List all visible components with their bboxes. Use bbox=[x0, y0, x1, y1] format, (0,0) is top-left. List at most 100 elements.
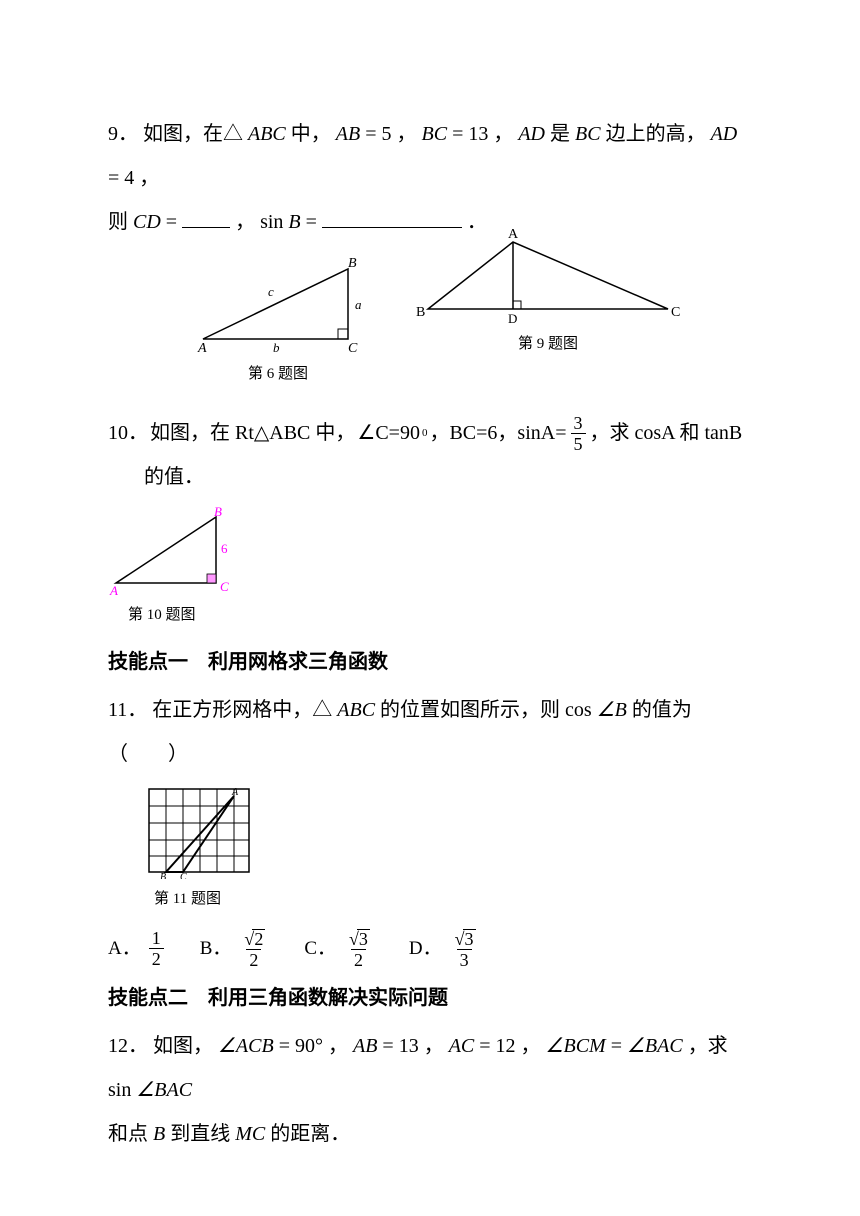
opt-a-label: A． bbox=[108, 928, 141, 970]
frac-d: 33 bbox=[450, 929, 479, 969]
svg-text:A: A bbox=[197, 341, 207, 354]
q10-angle: ∠C=90 bbox=[357, 411, 420, 455]
q9-line1: 9． 如图，在△ ABC 中， AB = 5 ， BC = 13 ， AD 是 … bbox=[108, 112, 752, 200]
v5: 5 bbox=[382, 123, 392, 145]
eq: = bbox=[360, 123, 381, 145]
opt-b-label: B． bbox=[200, 928, 232, 970]
frac-3-5: 35 bbox=[571, 414, 586, 453]
c: ， bbox=[328, 1035, 348, 1057]
q12-t1: 如图， bbox=[153, 1035, 213, 1057]
opt-d: D． 33 bbox=[409, 928, 481, 970]
fig10-caption: 第 10 题图 bbox=[128, 599, 196, 632]
fig11-svg: A B C bbox=[144, 784, 254, 879]
opt-a: A． 12 bbox=[108, 928, 166, 970]
v13: 13 bbox=[399, 1035, 419, 1057]
fig9-caption: 第 9 题图 bbox=[518, 328, 578, 361]
fig9-svg: A B C D bbox=[408, 224, 688, 324]
svg-text:C: C bbox=[180, 872, 187, 879]
q12-l2b: 到直线 bbox=[170, 1123, 230, 1145]
svg-text:B: B bbox=[160, 872, 166, 879]
fig11-box: A B C 第 11 题图 bbox=[144, 784, 752, 916]
fig9-box: A B C D 第 9 题图 bbox=[408, 224, 688, 391]
fig11-caption: 第 11 题图 bbox=[154, 883, 221, 916]
svg-text:C: C bbox=[671, 305, 680, 320]
svg-text:C: C bbox=[220, 579, 229, 594]
q12-l2c: 的距离． bbox=[270, 1123, 350, 1145]
svg-text:B: B bbox=[348, 256, 357, 271]
acb: ∠ACB bbox=[218, 1035, 274, 1057]
q9-cd: CD bbox=[133, 211, 161, 233]
ac: AC bbox=[449, 1035, 475, 1057]
v4: 4 bbox=[124, 167, 134, 189]
svg-text:c: c bbox=[268, 284, 274, 299]
q9-bc2: BC bbox=[575, 123, 601, 145]
svg-text:A: A bbox=[508, 227, 519, 242]
angB: ∠B bbox=[597, 699, 627, 721]
bac2: ∠BAC bbox=[136, 1079, 192, 1101]
q11-t: 在正方形网格中，△ bbox=[152, 699, 332, 721]
eq: = bbox=[377, 1035, 398, 1057]
q10-t: 如图，在 Rt△ABC 中， bbox=[150, 411, 355, 455]
frac-c: 32 bbox=[344, 929, 373, 969]
q9-ab: AB bbox=[336, 123, 360, 145]
q10-num: 10． bbox=[108, 411, 148, 455]
svg-text:C: C bbox=[348, 341, 358, 354]
opt-c: C． 32 bbox=[304, 928, 375, 970]
q12-line2: 和点 B 到直线 MC 的距离． bbox=[108, 1112, 752, 1156]
sin: sin bbox=[260, 211, 283, 233]
B: B bbox=[153, 1123, 165, 1145]
eq: = bbox=[606, 1035, 627, 1057]
sin: sin bbox=[108, 1079, 131, 1101]
B: B bbox=[288, 211, 300, 233]
q9-bc: BC bbox=[422, 123, 448, 145]
fig6-caption: 第 6 题图 bbox=[248, 358, 308, 391]
fig6-svg: A B C c a b bbox=[188, 254, 368, 354]
v12: 12 bbox=[496, 1035, 516, 1057]
eq90: = 90° bbox=[274, 1035, 323, 1057]
q12-l2a: 和点 bbox=[108, 1123, 148, 1145]
q11-options: A． 12 B． 22 C． 32 D． 33 bbox=[108, 928, 752, 970]
opt-d-label: D． bbox=[409, 928, 442, 970]
frac-b: 22 bbox=[239, 929, 268, 969]
eq: = bbox=[108, 167, 124, 189]
svg-text:6: 6 bbox=[221, 541, 228, 556]
q9-t: 边上的高， bbox=[606, 123, 706, 145]
fig6-box: A B C c a b 第 6 题图 bbox=[188, 254, 368, 391]
blank-cd bbox=[182, 227, 230, 228]
bcm: ∠BCM bbox=[546, 1035, 606, 1057]
q10-line2: 的值． bbox=[144, 455, 752, 499]
bac: ∠BAC bbox=[627, 1035, 683, 1057]
c: ， bbox=[521, 1035, 541, 1057]
ab: AB bbox=[353, 1035, 377, 1057]
q9-ad2: AD bbox=[711, 123, 738, 145]
q12-num: 12． bbox=[108, 1035, 148, 1057]
q9-t: 如图，在△ bbox=[143, 123, 243, 145]
q12-line1: 12． 如图， ∠ACB = 90° ， AB = 13 ， AC = 12 ，… bbox=[108, 1024, 752, 1112]
q10-t3: ，求 cosA 和 tanB bbox=[590, 411, 743, 455]
q11-line: 11． 在正方形网格中，△ ABC 的位置如图所示，则 cos ∠B 的值为（ … bbox=[108, 688, 752, 776]
eq: = bbox=[474, 1035, 495, 1057]
mc: MC bbox=[235, 1123, 265, 1145]
eq: = bbox=[166, 211, 182, 233]
q10-cont-t: 的值． bbox=[144, 466, 204, 488]
comma: ， bbox=[493, 123, 513, 145]
q11-num: 11． bbox=[108, 699, 147, 721]
figures-row-1: A B C c a b 第 6 题图 A B C D 第 9 题图 bbox=[108, 254, 752, 391]
svg-text:B: B bbox=[214, 505, 222, 519]
q9-t: 是 bbox=[550, 123, 570, 145]
opt-c-label: C． bbox=[304, 928, 336, 970]
svg-text:a: a bbox=[355, 297, 362, 312]
comma: ， bbox=[235, 211, 255, 233]
q11-abc: ABC bbox=[337, 699, 375, 721]
svg-text:b: b bbox=[273, 340, 280, 354]
svg-text:D: D bbox=[508, 311, 517, 324]
v13: 13 bbox=[468, 123, 488, 145]
svg-text:A: A bbox=[231, 787, 239, 798]
eq: = bbox=[447, 123, 468, 145]
frac-a: 12 bbox=[149, 929, 164, 968]
q11-t2: 的位置如图所示，则 bbox=[380, 699, 560, 721]
svg-text:B: B bbox=[416, 305, 425, 320]
q9-ad: AD bbox=[518, 123, 545, 145]
comma: ， bbox=[397, 123, 417, 145]
cos: cos bbox=[565, 699, 592, 721]
